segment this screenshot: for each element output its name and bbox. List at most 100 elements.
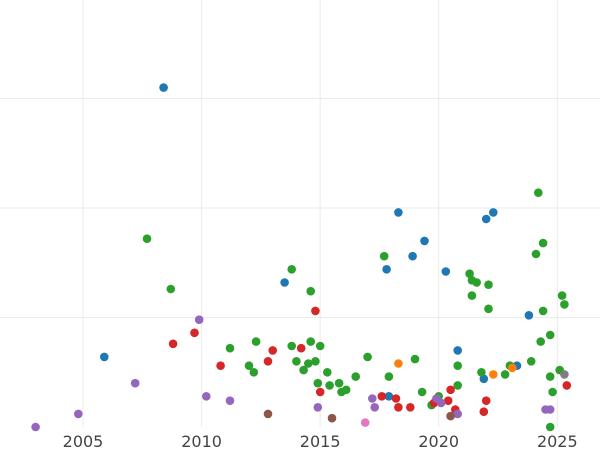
data-point — [74, 409, 83, 419]
data-point — [225, 343, 235, 353]
data-point — [304, 359, 313, 368]
grid — [0, 0, 600, 427]
data-point — [351, 372, 361, 381]
data-point — [420, 236, 429, 246]
data-point — [453, 361, 463, 371]
data-point — [287, 341, 297, 351]
data-point — [268, 346, 278, 355]
data-point — [481, 396, 491, 406]
data-point — [417, 387, 427, 397]
data-point — [341, 385, 351, 395]
data-point — [382, 265, 391, 274]
data-point — [327, 413, 337, 423]
data-point — [453, 346, 463, 355]
data-point — [368, 394, 377, 403]
data-point — [216, 361, 225, 371]
x-tick-label: 2015 — [300, 432, 341, 450]
data-point — [313, 378, 323, 388]
data-point — [548, 387, 557, 397]
data-point — [379, 251, 389, 261]
data-point — [323, 368, 332, 377]
data-point — [560, 370, 569, 379]
data-point — [508, 363, 517, 373]
data-point — [524, 311, 534, 320]
data-point — [159, 83, 168, 92]
data-point — [538, 238, 548, 248]
data-point — [446, 411, 455, 421]
data-point — [313, 403, 323, 412]
data-point — [489, 208, 498, 217]
data-point — [406, 403, 415, 412]
data-point — [534, 188, 543, 197]
data-point — [545, 405, 555, 414]
data-point — [410, 354, 420, 364]
data-point — [168, 339, 178, 349]
data-point — [377, 392, 387, 401]
data-point — [166, 284, 176, 294]
data-point — [408, 251, 417, 261]
data-point — [194, 315, 204, 325]
x-axis-ticks: 2005 2010 2015 2020 2025 — [63, 432, 578, 450]
data-point — [545, 422, 555, 432]
data-point — [472, 278, 482, 287]
data-point — [306, 337, 316, 346]
data-point — [481, 214, 491, 224]
data-point — [315, 341, 325, 351]
data-point — [436, 398, 446, 408]
data-point — [244, 361, 254, 371]
data-point — [202, 392, 211, 401]
data-point — [370, 403, 380, 412]
data-point — [311, 306, 320, 316]
data-point — [489, 370, 498, 379]
data-point — [100, 352, 109, 362]
data-point — [394, 208, 403, 217]
data-point — [531, 249, 541, 259]
data-point — [391, 394, 401, 403]
data-point — [477, 368, 486, 377]
data-point — [484, 280, 493, 290]
data-point — [315, 387, 325, 397]
data-point — [287, 265, 297, 274]
data-point — [306, 286, 316, 296]
data-point — [190, 328, 199, 338]
data-point — [500, 370, 510, 379]
data-point — [453, 381, 463, 390]
data-point — [443, 396, 453, 406]
x-tick-label: 2020 — [418, 432, 459, 450]
x-tick-label: 2010 — [181, 432, 222, 450]
data-point — [325, 381, 334, 390]
data-point — [538, 306, 548, 316]
data-point — [296, 343, 306, 353]
data-point — [280, 278, 289, 287]
data-point — [263, 357, 273, 366]
data-point — [536, 337, 545, 346]
data-point — [479, 407, 489, 417]
data-point — [479, 374, 489, 384]
data-point — [446, 385, 455, 395]
data-point — [292, 357, 301, 366]
data-point — [225, 396, 235, 406]
data-point — [394, 403, 403, 412]
data-point — [484, 304, 493, 314]
data-point — [142, 234, 152, 243]
data-point — [299, 365, 308, 375]
data-point — [465, 269, 474, 279]
x-tick-label: 2005 — [63, 432, 104, 450]
data-point — [31, 422, 40, 432]
data-point — [130, 378, 140, 388]
x-tick-label: 2025 — [537, 432, 578, 450]
data-points — [31, 83, 572, 432]
data-point — [526, 357, 536, 366]
data-point — [334, 378, 344, 388]
data-point — [263, 409, 273, 419]
data-point — [360, 418, 370, 427]
data-point — [384, 392, 394, 401]
data-point — [249, 368, 259, 377]
data-point — [560, 300, 569, 309]
data-point — [441, 267, 451, 276]
data-point — [394, 359, 403, 368]
data-point — [251, 337, 261, 346]
data-point — [557, 291, 567, 300]
data-point — [363, 352, 372, 362]
